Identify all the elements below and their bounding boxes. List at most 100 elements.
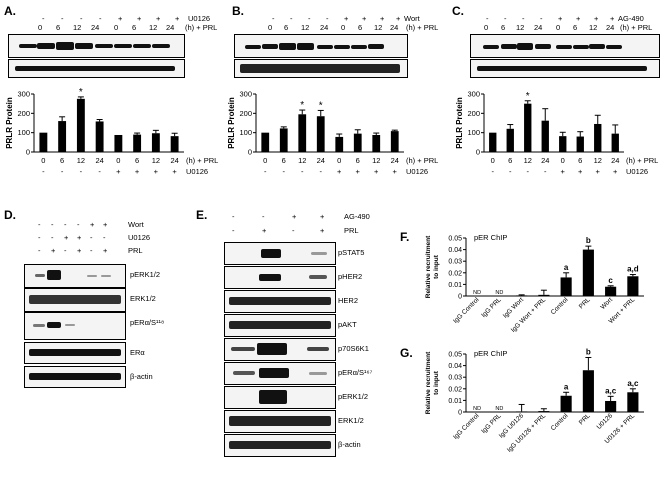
sign: - <box>77 220 80 229</box>
tick: 0 <box>268 23 273 32</box>
bar <box>560 277 572 296</box>
chart-f: 0 0.01 0.02 0.03 0.04 0.05 Relative recruitmen… <box>425 233 644 334</box>
tick: 24 <box>534 23 543 32</box>
tick: 0 <box>341 23 346 32</box>
treatment-label: U0126 <box>186 167 208 176</box>
tick: 0 <box>484 23 489 32</box>
sign: - <box>99 14 102 23</box>
y-tick-label: 0.02 <box>448 386 462 393</box>
x-tick-label: 0 <box>263 156 267 165</box>
sign: + <box>396 14 401 23</box>
treatment-label: Wort <box>404 14 420 23</box>
x-tick-label: Wort <box>599 296 614 311</box>
bar <box>541 120 549 152</box>
y-tick-label: 0.02 <box>448 270 462 277</box>
tick: 6 <box>132 23 137 32</box>
bar <box>506 128 514 152</box>
sign: - <box>272 14 275 23</box>
y-tick-label: 300 <box>17 90 30 99</box>
y-tick-label: 0.03 <box>448 375 462 382</box>
sign: + <box>175 14 180 23</box>
panel-d-condition-table: - - - - + + Wort - - + + - - U0126 - + -… <box>38 220 208 260</box>
blot-label: pHER2 <box>338 272 363 281</box>
tick: 0 <box>38 23 43 32</box>
x-tick-label: 24 <box>170 156 178 165</box>
bar <box>516 411 528 412</box>
sign: - <box>522 14 525 23</box>
sign: + <box>103 246 108 255</box>
y-axis-label: PRLR Protein <box>5 97 14 149</box>
treatment-sign: - <box>80 167 83 176</box>
bar <box>372 134 381 152</box>
x-tick-label: 12 <box>372 156 380 165</box>
panel-e-blot-pakt <box>224 314 336 337</box>
bar <box>582 370 594 412</box>
y-axis-label: to input <box>433 370 440 395</box>
x-tick-label: 6 <box>508 156 512 165</box>
x-tick-label: 0 <box>116 156 120 165</box>
y-tick-label: 0.05 <box>448 352 462 359</box>
panel-e-blot-perk <box>224 386 336 409</box>
bar <box>390 131 399 152</box>
row-label: PRL <box>344 226 359 235</box>
sign: - <box>90 246 93 255</box>
sign: + <box>594 14 599 23</box>
x-tick-label: IgG U0126 + PRL <box>506 412 548 454</box>
y-tick-label: 100 <box>17 128 30 137</box>
panel-b-blot-loading <box>234 59 408 78</box>
blot-label: HER2 <box>338 296 359 305</box>
y-tick-label: 0 <box>458 410 462 417</box>
y-tick-label: 0 <box>26 148 30 157</box>
treatment-label: U0126 <box>188 14 211 23</box>
panel-d-blot-per118 <box>24 312 126 340</box>
sign: - <box>232 226 235 235</box>
row-label: Wort <box>128 220 144 229</box>
y-axis-label: to input <box>433 254 440 279</box>
sign: + <box>262 226 267 235</box>
significance-annotation: ND <box>495 290 503 296</box>
sign: + <box>137 14 142 23</box>
tick: 24 <box>390 23 399 32</box>
sign: - <box>290 14 293 23</box>
treatment-sign: + <box>596 167 601 176</box>
sign: - <box>292 226 295 235</box>
sign: - <box>540 14 543 23</box>
treatment-sign: - <box>492 167 495 176</box>
sign: + <box>77 246 82 255</box>
x-tick-label: U0126 <box>596 412 615 431</box>
x-axis-label: (h) + PRL <box>626 156 658 165</box>
panel-a-label: A. <box>4 4 16 18</box>
panel-e-blot-pstat5 <box>224 242 336 265</box>
blot-label: pERK1/2 <box>130 270 161 279</box>
chart-title: pER ChIP <box>474 349 507 358</box>
x-tick-label: 24 <box>541 156 549 165</box>
sign: + <box>156 14 161 23</box>
bar <box>279 128 288 152</box>
x-tick-label: 6 <box>282 156 286 165</box>
y-tick-label: 0.01 <box>448 398 462 405</box>
bar <box>95 121 104 152</box>
panel-e-blot-p70s6k1 <box>224 338 336 361</box>
tick: 6 <box>501 23 506 32</box>
significance-annotation: b <box>586 236 591 245</box>
sign: + <box>90 220 95 229</box>
significance-annotation: c <box>608 276 613 285</box>
y-tick-label: 300 <box>239 90 252 99</box>
sign: + <box>576 14 581 23</box>
sign: - <box>38 246 41 255</box>
sign: + <box>344 14 349 23</box>
panel-d-label: D. <box>4 208 16 222</box>
blot-label: pERα/S¹⁶⁷ <box>338 368 373 377</box>
time-unit: (h) + PRL <box>620 23 653 32</box>
x-tick-label: PRL <box>578 296 592 310</box>
sign: + <box>64 233 69 242</box>
bar <box>605 400 617 412</box>
tick: 12 <box>589 23 598 32</box>
blot-label: β-actin <box>130 372 153 381</box>
x-tick-label: IgG Control <box>452 296 481 325</box>
treatment-sign: + <box>135 167 140 176</box>
bar <box>58 121 67 152</box>
